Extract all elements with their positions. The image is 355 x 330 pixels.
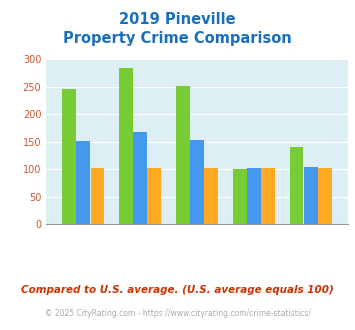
Bar <box>147 168 161 224</box>
Text: Compared to U.S. average. (U.S. average equals 100): Compared to U.S. average. (U.S. average … <box>21 285 334 295</box>
Bar <box>91 168 104 224</box>
Bar <box>247 168 261 224</box>
Bar <box>133 132 147 224</box>
Bar <box>176 86 190 224</box>
Bar <box>119 68 133 224</box>
Bar <box>290 148 304 224</box>
Text: Property Crime Comparison: Property Crime Comparison <box>63 31 292 46</box>
Bar <box>261 168 275 224</box>
Bar <box>76 141 90 224</box>
Bar <box>233 169 247 224</box>
Text: 2019 Pineville: 2019 Pineville <box>119 12 236 26</box>
Bar <box>304 167 318 224</box>
Bar <box>204 168 218 224</box>
Bar <box>62 89 76 224</box>
Bar <box>190 140 204 224</box>
Bar <box>318 168 332 224</box>
Text: © 2025 CityRating.com - https://www.cityrating.com/crime-statistics/: © 2025 CityRating.com - https://www.city… <box>45 309 310 317</box>
